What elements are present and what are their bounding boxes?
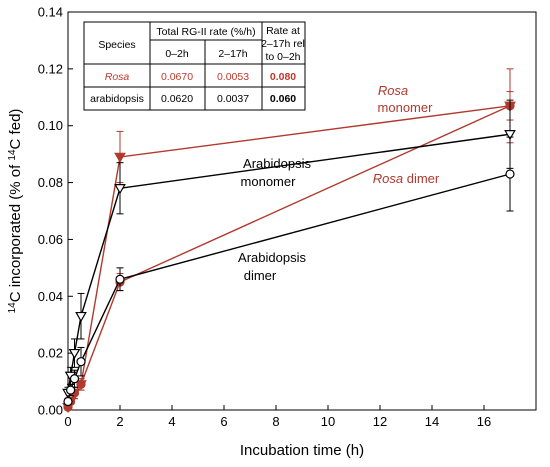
data-point bbox=[115, 274, 125, 284]
table-header-ratio: to 0–2h bbox=[265, 51, 300, 63]
annotation-arabidopsis-monomer-line2: monomer bbox=[241, 174, 297, 189]
series-line bbox=[67, 173, 511, 402]
table-header-group: Total RG-II rate (%/h) bbox=[156, 26, 255, 38]
x-tick-label: 16 bbox=[477, 414, 491, 429]
table-cell: 0.0620 bbox=[161, 93, 193, 105]
data-point bbox=[504, 130, 516, 141]
data-point bbox=[114, 152, 126, 163]
data-point bbox=[76, 357, 86, 367]
annotation-rosa-dimer: Rosa dimer bbox=[373, 171, 440, 186]
x-tick-label: 14 bbox=[425, 414, 439, 429]
y-axis-title-tail: C fed) bbox=[7, 109, 24, 150]
y-tick-label: 0.14 bbox=[38, 5, 63, 20]
annotation-arabidopsis-monomer: Arabidopsis monomer bbox=[241, 156, 312, 189]
table-cell: 0.0053 bbox=[217, 71, 249, 83]
y-axis-title-sup1: 14 bbox=[7, 302, 18, 314]
data-point bbox=[65, 385, 76, 395]
data-point bbox=[76, 379, 86, 390]
data-point bbox=[505, 169, 515, 179]
axes: 0 2 4 6 8 10 12 14 16 0.00 0.02 0.04 0.06 0.08 0.10 0.1… bbox=[38, 5, 492, 430]
annotation-arabidopsis-dimer: Arabidopsis dimer bbox=[238, 250, 306, 283]
data-point bbox=[114, 184, 126, 195]
data-point bbox=[69, 374, 80, 384]
x-tick-label: 6 bbox=[220, 414, 227, 429]
annotation-rosa-monomer-italic: Rosa bbox=[378, 83, 408, 98]
table-cell-species: arabidopsis bbox=[90, 93, 144, 105]
x-tick-label: 12 bbox=[373, 414, 387, 429]
y-axis-title-sup2: 14 bbox=[7, 149, 18, 161]
x-tick-label: 4 bbox=[168, 414, 175, 429]
series-arabidopsis-dimer bbox=[63, 136, 515, 407]
table-cell: 0.0037 bbox=[217, 93, 249, 105]
table-cell-species: Rosa bbox=[105, 71, 130, 83]
table-header-ratio: 2–17h rel bbox=[261, 38, 305, 50]
y-axis-title: 14C incorporated (% of 14C fed) bbox=[7, 109, 25, 314]
table-subheader: 2–17h bbox=[218, 48, 247, 60]
series-layer bbox=[62, 68, 516, 414]
inset-table: Species Total RG-II rate (%/h) 0–2h 2–17… bbox=[83, 21, 306, 111]
y-tick-label: 0.12 bbox=[38, 61, 63, 76]
y-tick-label: 0.04 bbox=[38, 289, 63, 304]
table-header-ratio: Rate at bbox=[266, 25, 300, 37]
table-cell: 0.0670 bbox=[161, 71, 193, 83]
plot-frame bbox=[67, 11, 537, 411]
x-tick-label: 0 bbox=[64, 414, 71, 429]
x-tick-label: 2 bbox=[116, 414, 123, 429]
data-point bbox=[68, 348, 81, 360]
series-rosa-monomer bbox=[62, 68, 516, 414]
y-tick-label: 0.00 bbox=[38, 403, 63, 418]
table-cell-ratio: 0.080 bbox=[270, 71, 296, 83]
annotation-rosa-monomer: Rosa monomer bbox=[378, 83, 434, 115]
annotation-arabidopsis-dimer-line1: Arabidopsis bbox=[238, 250, 306, 265]
table-subheader: 0–2h bbox=[165, 48, 189, 60]
table-cell-ratio: 0.060 bbox=[270, 93, 296, 105]
inset-table-frame bbox=[83, 21, 306, 111]
data-point bbox=[75, 311, 87, 323]
annotation-rosa-monomer-line2: monomer bbox=[378, 100, 434, 115]
x-tick-label: 10 bbox=[321, 414, 335, 429]
table-header-species: Species bbox=[98, 39, 135, 51]
y-tick-label: 0.02 bbox=[38, 346, 63, 361]
y-tick-label: 0.08 bbox=[38, 175, 63, 190]
data-point bbox=[63, 396, 73, 407]
annotation-arabidopsis-monomer-line1: Arabidopsis bbox=[243, 156, 311, 171]
y-tick-label: 0.10 bbox=[38, 118, 63, 133]
annotation-arabidopsis-dimer-line2: dimer bbox=[244, 268, 277, 283]
x-axis-title: Incubation time (h) bbox=[240, 442, 364, 459]
y-tick-label: 0.06 bbox=[38, 232, 63, 247]
y-axis-title-main: C incorporated (% of bbox=[7, 161, 24, 303]
x-tick-label: 8 bbox=[272, 414, 279, 429]
